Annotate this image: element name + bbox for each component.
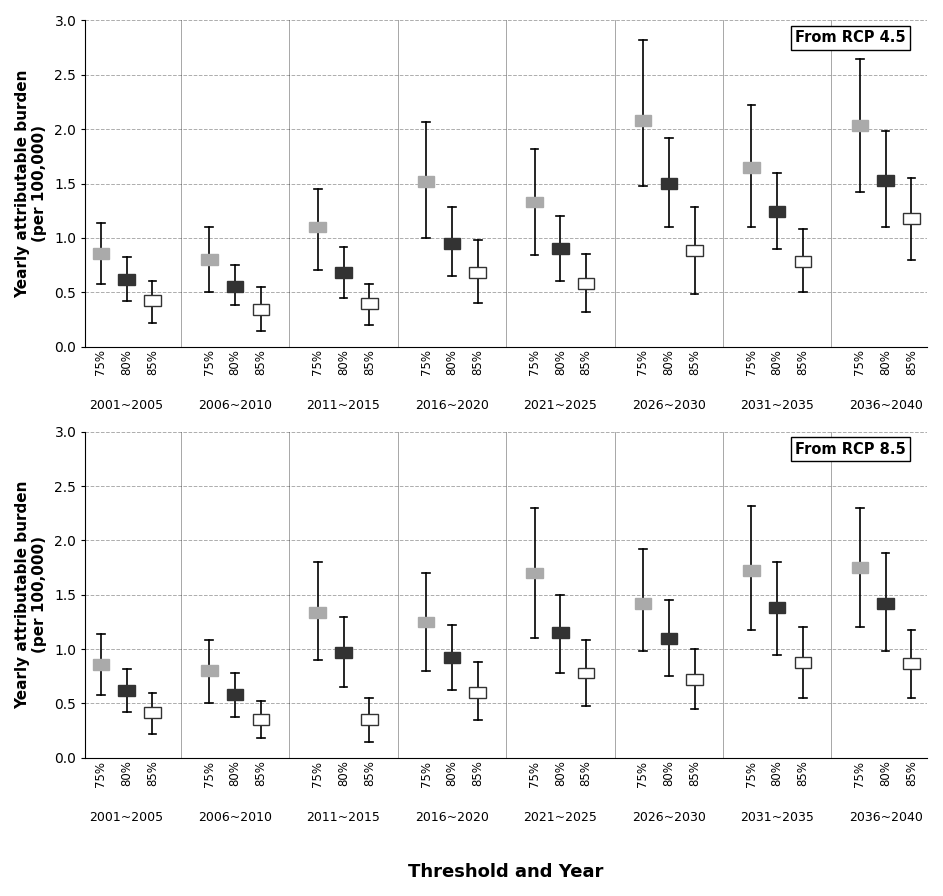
Bar <box>336 647 352 658</box>
Y-axis label: Yearly attributable burden
(per 100,000): Yearly attributable burden (per 100,000) <box>15 480 47 709</box>
Bar <box>336 267 352 278</box>
Bar <box>795 657 811 668</box>
Bar <box>877 175 894 185</box>
Bar <box>227 281 243 292</box>
Bar <box>769 602 786 613</box>
Text: From RCP 4.5: From RCP 4.5 <box>795 30 906 46</box>
X-axis label: Threshold and Year: Threshold and Year <box>408 863 604 881</box>
Bar <box>361 297 377 308</box>
Bar <box>635 598 652 609</box>
Bar <box>526 568 543 579</box>
Bar <box>578 278 594 289</box>
Bar <box>743 565 760 576</box>
Bar <box>795 256 811 267</box>
Bar <box>119 685 135 696</box>
Bar <box>470 687 486 698</box>
Bar <box>144 707 160 718</box>
Bar <box>361 714 377 725</box>
Bar <box>443 238 460 249</box>
Bar <box>418 176 435 186</box>
Bar <box>877 598 894 609</box>
Bar <box>253 714 269 725</box>
Bar <box>852 120 869 132</box>
Bar <box>635 115 652 126</box>
Bar <box>769 206 786 217</box>
Bar <box>470 267 486 278</box>
Bar <box>743 162 760 173</box>
Bar <box>201 254 218 265</box>
Bar <box>687 246 703 256</box>
Bar <box>578 668 594 678</box>
Bar <box>144 296 160 306</box>
Bar <box>526 196 543 208</box>
Bar <box>443 652 460 663</box>
Y-axis label: Yearly attributable burden
(per 100,000): Yearly attributable burden (per 100,000) <box>15 69 47 297</box>
Text: From RCP 8.5: From RCP 8.5 <box>795 442 906 457</box>
Bar <box>903 213 919 224</box>
Bar <box>687 674 703 685</box>
Bar <box>92 247 109 259</box>
Bar <box>552 627 569 638</box>
Bar <box>119 274 135 285</box>
Bar <box>852 562 869 573</box>
Bar <box>227 689 243 701</box>
Bar <box>660 178 677 189</box>
Bar <box>552 244 569 254</box>
Bar <box>92 659 109 670</box>
Bar <box>660 633 677 643</box>
Bar <box>253 305 269 315</box>
Bar <box>309 221 326 232</box>
Bar <box>201 666 218 676</box>
Bar <box>309 607 326 617</box>
Bar <box>418 616 435 627</box>
Bar <box>903 658 919 668</box>
